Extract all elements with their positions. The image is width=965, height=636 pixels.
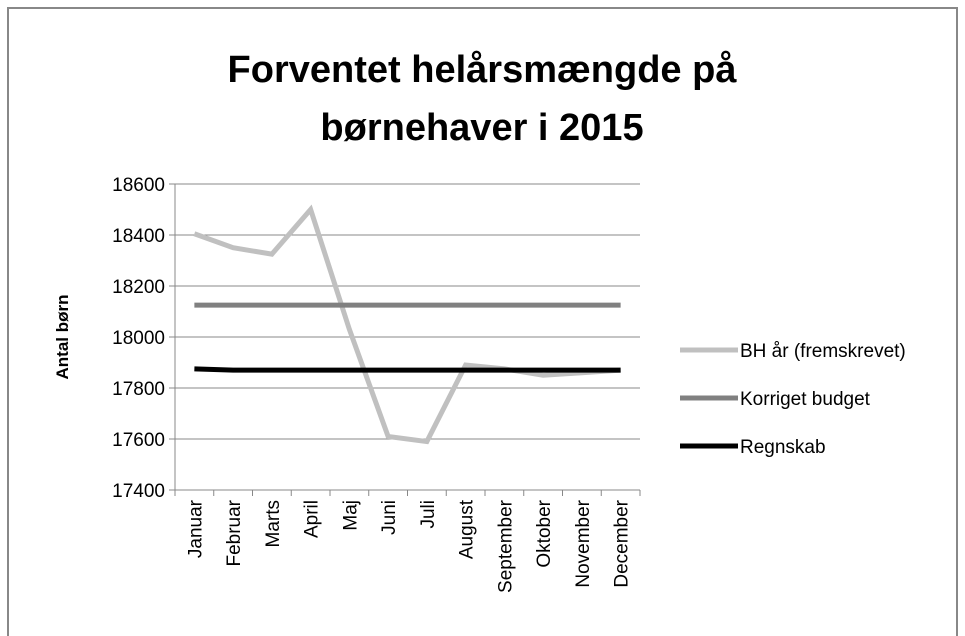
y-tick-label: 18600 <box>112 175 165 196</box>
chart-title: Forventet helårsmængde på <box>228 49 738 91</box>
chart-border <box>7 7 958 636</box>
x-tick-label: Januar <box>185 499 206 558</box>
y-tick-label: 17800 <box>112 379 165 400</box>
series-line <box>193 204 621 445</box>
y-tick-label: 17600 <box>112 430 165 451</box>
x-tick-label: December <box>612 499 633 587</box>
legend-label: BH år (fremskrevet) <box>740 341 906 362</box>
x-tick-label: November <box>573 499 594 587</box>
y-axis-label: Antal børn <box>53 295 72 380</box>
y-tick-label: 17400 <box>112 481 165 502</box>
x-tick-label: April <box>302 500 323 538</box>
legend-label: Korriget budget <box>740 389 871 410</box>
x-tick-label: Juni <box>379 500 400 535</box>
x-tick-label: Juli <box>418 500 439 529</box>
series-line <box>194 366 621 373</box>
chart-title: børnehaver i 2015 <box>320 107 643 149</box>
x-tick-label: Marts <box>263 500 284 548</box>
x-tick-label: Februar <box>224 499 245 566</box>
x-tick-label: Maj <box>340 500 361 531</box>
y-tick-label: 18400 <box>112 226 165 247</box>
legend-label: Regnskab <box>740 437 826 458</box>
x-tick-label: September <box>495 499 516 593</box>
x-tick-label: Oktober <box>534 499 555 567</box>
y-tick-label: 18000 <box>112 328 165 349</box>
y-tick-label: 18200 <box>112 277 165 298</box>
x-tick-label: August <box>457 499 478 559</box>
